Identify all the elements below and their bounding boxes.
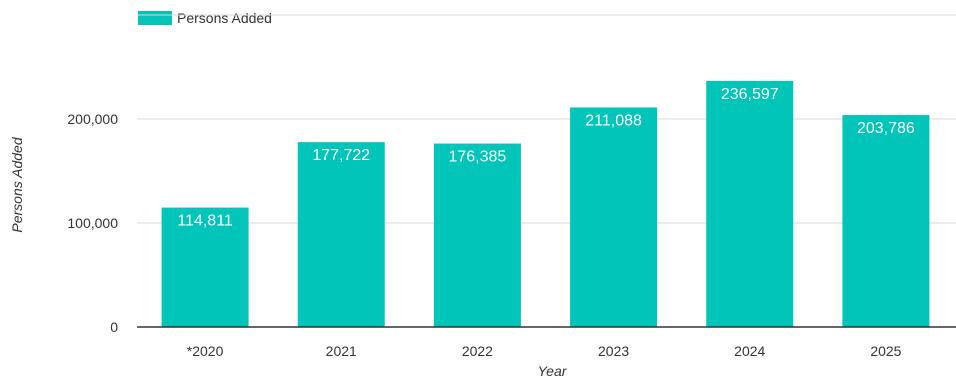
bar-value-label: 114,811 xyxy=(177,213,233,230)
bar-value-label: 203,786 xyxy=(857,120,915,137)
x-tick-label: 2025 xyxy=(870,343,901,359)
bar-value-label: 177,722 xyxy=(312,147,370,164)
bar xyxy=(161,207,249,327)
bar-value-label: 211,088 xyxy=(585,112,642,129)
x-tick-label: 2022 xyxy=(462,343,493,359)
legend-label: Persons Added xyxy=(177,10,272,26)
grid-lines xyxy=(137,14,956,224)
bar xyxy=(706,80,794,327)
x-tick-label: *2020 xyxy=(187,343,224,359)
bar-value-label: 236,597 xyxy=(721,86,779,103)
bars xyxy=(161,80,930,328)
bar xyxy=(297,142,385,327)
bar xyxy=(842,115,930,327)
y-axis-title: Persons Added xyxy=(9,136,25,232)
y-tick-labels: 0 100,000 200,000 xyxy=(67,111,118,335)
bar-value-label: 176,385 xyxy=(448,149,506,166)
bar xyxy=(570,107,658,328)
x-tick-labels: *2020 2021 2022 2023 2024 2025 xyxy=(187,343,902,359)
y-tick-label: 100,000 xyxy=(67,215,118,231)
x-tick-label: 2021 xyxy=(326,343,357,359)
x-tick-label: 2024 xyxy=(734,343,765,359)
bar-labels: 114,811 177,722 176,385 211,088 236,597 203,7… xyxy=(177,86,915,230)
y-tick-label: 0 xyxy=(110,319,118,335)
x-tick-label: 2023 xyxy=(598,343,629,359)
x-axis-title: Year xyxy=(538,363,568,379)
bar xyxy=(433,143,521,327)
y-tick-label: 200,000 xyxy=(67,111,118,127)
